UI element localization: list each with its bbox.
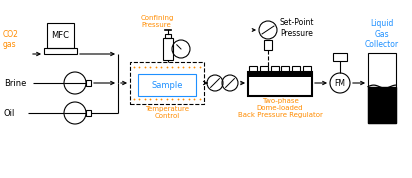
Bar — [292, 66, 300, 72]
Bar — [47, 23, 74, 48]
Bar — [333, 53, 347, 61]
Bar — [260, 66, 268, 72]
Text: Two-phase
Dome-loaded
Back Pressure Regulator: Two-phase Dome-loaded Back Pressure Regu… — [238, 98, 323, 118]
Text: Sample: Sample — [151, 80, 183, 90]
Bar — [264, 40, 272, 50]
Bar — [248, 72, 312, 96]
Bar — [271, 66, 279, 72]
Text: CO2
gas: CO2 gas — [3, 30, 19, 49]
Text: MFC: MFC — [52, 31, 70, 40]
Bar — [165, 34, 171, 38]
Text: Temperature
Control: Temperature Control — [145, 106, 189, 119]
Bar — [163, 38, 173, 60]
Text: Liquid
Gas
Collector: Liquid Gas Collector — [365, 19, 399, 49]
Bar — [138, 74, 196, 96]
Bar — [368, 87, 396, 123]
Bar — [44, 48, 77, 54]
Text: FM: FM — [335, 78, 346, 88]
Bar — [130, 62, 204, 104]
Text: Set-Point
Pressure: Set-Point Pressure — [280, 18, 314, 38]
Text: Confining
Pressure: Confining Pressure — [141, 15, 174, 28]
Bar — [303, 66, 311, 72]
Bar — [86, 80, 91, 86]
Bar — [86, 110, 91, 116]
Text: Oil: Oil — [4, 109, 15, 117]
Bar — [248, 72, 312, 77]
Text: Brine: Brine — [4, 78, 26, 88]
Bar — [281, 66, 289, 72]
Bar — [368, 53, 396, 123]
Bar — [249, 66, 257, 72]
